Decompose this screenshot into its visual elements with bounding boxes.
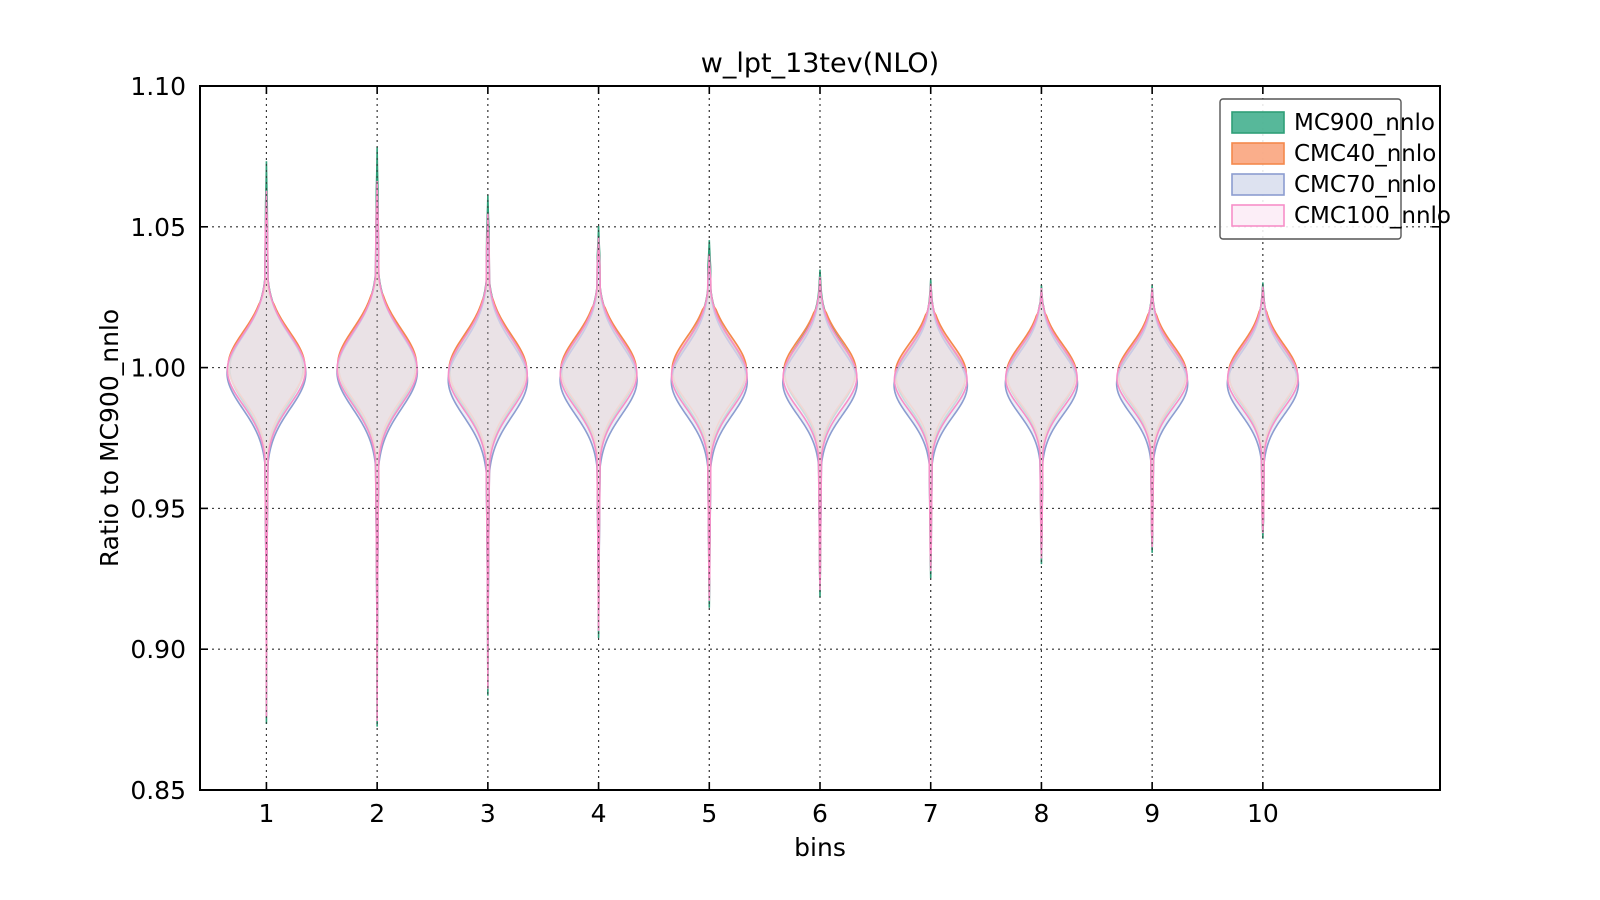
legend-frame xyxy=(1219,98,1402,240)
violin-series-mc900_nnlo xyxy=(229,147,1297,727)
x-tick-label: 4 xyxy=(591,799,607,828)
violin-cmc100_nnlo-bin-1 xyxy=(226,190,307,717)
y-tick-label: 1.00 xyxy=(130,354,186,383)
legend-label-cmc100_nnlo: CMC100_nnlo xyxy=(1294,203,1451,229)
y-tick-label: 0.85 xyxy=(130,776,186,805)
x-tick-label: 3 xyxy=(480,799,496,828)
legend-label-cmc40_nnlo: CMC40_nnlo xyxy=(1294,141,1436,167)
legend[interactable]: MC900_nnlo CMC40_nnlo CMC70_nnlo CMC100_nnl… xyxy=(1219,98,1451,240)
violin-cmc100_nnlo-bin-2 xyxy=(336,180,418,722)
violin-cmc100_nnlo-bin-3 xyxy=(447,213,529,689)
legend-label-cmc70_nnlo: CMC70_nnlo xyxy=(1294,172,1436,198)
legend-swatch-cmc100_nnlo[interactable] xyxy=(1231,204,1285,227)
violin-cmc100_nnlo-bin-6 xyxy=(782,276,858,591)
y-tick-label: 0.95 xyxy=(130,494,186,523)
legend-swatch-cmc70_nnlo[interactable] xyxy=(1231,173,1285,196)
violin-series-cmc70_nnlo xyxy=(226,213,1300,653)
x-tick-label: 9 xyxy=(1144,799,1160,828)
violin-series-cmc100_nnlo xyxy=(226,180,1299,722)
y-axis-title: Ratio to MC900_nnlo xyxy=(95,309,124,567)
x-axis-title: bins xyxy=(794,833,846,862)
x-tick-label: 7 xyxy=(923,799,939,828)
legend-swatch-cmc40_nnlo[interactable] xyxy=(1231,142,1285,165)
x-tick-label: 8 xyxy=(1033,799,1049,828)
violin-series-group xyxy=(200,86,1440,790)
x-tick-label: 10 xyxy=(1247,799,1279,828)
x-tick-label: 6 xyxy=(812,799,828,828)
x-tick-label: 2 xyxy=(369,799,385,828)
y-tick-label: 0.90 xyxy=(130,635,186,664)
axis-tick-labels: 0.85 0.90 0.95 1.00 1.05 1.10 1 2 3 4 5 6 7 8 9 10 xyxy=(130,72,1278,828)
x-tick-label: 5 xyxy=(701,799,717,828)
legend-swatch-mc900_nnlo[interactable] xyxy=(1231,111,1285,134)
violin-cmc100_nnlo-bin-10 xyxy=(1226,286,1299,534)
legend-label-mc900_nnlo: MC900_nnlo xyxy=(1294,110,1435,136)
y-tick-label: 1.05 xyxy=(130,213,186,242)
x-tick-label: 1 xyxy=(258,799,274,828)
y-tick-label: 1.10 xyxy=(130,72,186,101)
axis-ticks xyxy=(200,85,1440,791)
chart-title: w_lpt_13tev(NLO) xyxy=(701,48,939,79)
